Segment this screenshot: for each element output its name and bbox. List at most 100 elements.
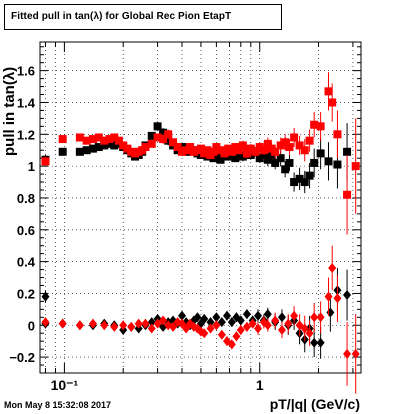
data-point [193, 312, 202, 323]
square-marker [153, 133, 162, 142]
square-marker [267, 152, 276, 161]
diamond-marker [110, 321, 119, 332]
diamond-marker [227, 339, 236, 350]
x-tick-label: 1 [256, 377, 264, 393]
square-marker [305, 171, 314, 180]
square-marker [324, 157, 333, 166]
data-point [114, 136, 123, 145]
diamond-marker [206, 317, 215, 328]
diamond-marker [153, 318, 162, 329]
diamond-marker [88, 318, 97, 329]
y-axis-label: pull in tan(λ) [1, 66, 18, 156]
x-tick-label: 10⁻¹ [51, 377, 79, 393]
data-point [328, 83, 337, 122]
data-point [242, 321, 251, 332]
data-point [41, 317, 50, 328]
square-marker [169, 138, 178, 147]
data-point [153, 121, 162, 132]
data-point [251, 147, 260, 157]
square-marker [281, 165, 290, 174]
data-point [147, 139, 156, 148]
square-marker [310, 158, 319, 167]
data-point [159, 315, 168, 326]
square-marker [216, 155, 225, 164]
diamond-marker [333, 293, 342, 304]
diamond-marker [119, 320, 128, 331]
square-marker [153, 122, 162, 131]
y-tick-label: 0 [28, 318, 35, 333]
data-point [284, 314, 293, 334]
data-point [147, 323, 156, 334]
data-point [310, 302, 319, 332]
diamond-marker [242, 321, 251, 332]
y-tick-label: 1.4 [17, 95, 36, 110]
square-marker [324, 87, 333, 96]
diamond-marker [310, 337, 319, 348]
square-marker [203, 146, 212, 155]
diamond-marker [200, 328, 209, 339]
square-marker [110, 133, 119, 142]
square-marker [147, 139, 156, 148]
square-marker [114, 136, 123, 145]
data-point [271, 156, 280, 170]
y-tick-label: 1 [28, 159, 35, 174]
square-marker [58, 135, 67, 144]
diamond-marker [206, 323, 215, 334]
square-marker [305, 136, 314, 145]
data-point [305, 320, 314, 346]
data-point [316, 301, 325, 334]
data-point [227, 317, 236, 328]
data-point [351, 314, 360, 394]
diamond-marker [232, 331, 241, 342]
diamond-marker [277, 325, 286, 336]
y-tick-label: 0.4 [17, 255, 36, 270]
square-marker [177, 147, 186, 156]
data-point [100, 320, 109, 331]
square-marker [238, 152, 247, 161]
data-point [242, 309, 251, 320]
square-marker [173, 143, 182, 152]
diamond-marker [328, 262, 337, 273]
data-point [169, 138, 178, 147]
data-point [236, 315, 245, 326]
square-marker [316, 149, 325, 158]
diamond-marker [236, 315, 245, 326]
square-marker [110, 141, 119, 150]
diamond-marker [242, 309, 251, 320]
y-tick-label: 0.6 [17, 223, 35, 238]
data-point [41, 156, 50, 167]
data-point [248, 318, 257, 329]
data-point [263, 318, 272, 332]
diamond-marker [141, 318, 150, 329]
data-point [177, 310, 186, 321]
diamond-marker [263, 309, 272, 320]
data-point [216, 155, 225, 164]
data-point [212, 312, 221, 323]
diamond-marker [200, 313, 209, 324]
diamond-marker [305, 328, 314, 339]
data-point [271, 145, 280, 159]
diamond-marker [193, 312, 202, 323]
diamond-marker [58, 318, 67, 329]
square-marker [343, 190, 352, 199]
square-marker [351, 162, 360, 171]
diamond-marker [217, 317, 226, 328]
square-marker [196, 144, 205, 153]
square-marker [290, 133, 299, 142]
data-point [232, 331, 241, 342]
data-point [290, 127, 299, 148]
square-marker [285, 158, 294, 167]
data-point [82, 146, 91, 155]
diamond-marker [343, 348, 352, 359]
diamond-marker [223, 310, 232, 321]
chart-title: Fitted pull in tan(λ) for Global Rec Pio… [11, 11, 232, 22]
square-marker [164, 130, 173, 139]
diamond-marker [100, 320, 109, 331]
square-marker [271, 158, 280, 167]
diamond-marker [236, 325, 245, 336]
data-point [285, 139, 294, 155]
data-point [82, 136, 91, 145]
chart-title-box: Fitted pull in tan(λ) for Global Rec Pio… [4, 4, 282, 30]
square-marker [220, 149, 229, 158]
